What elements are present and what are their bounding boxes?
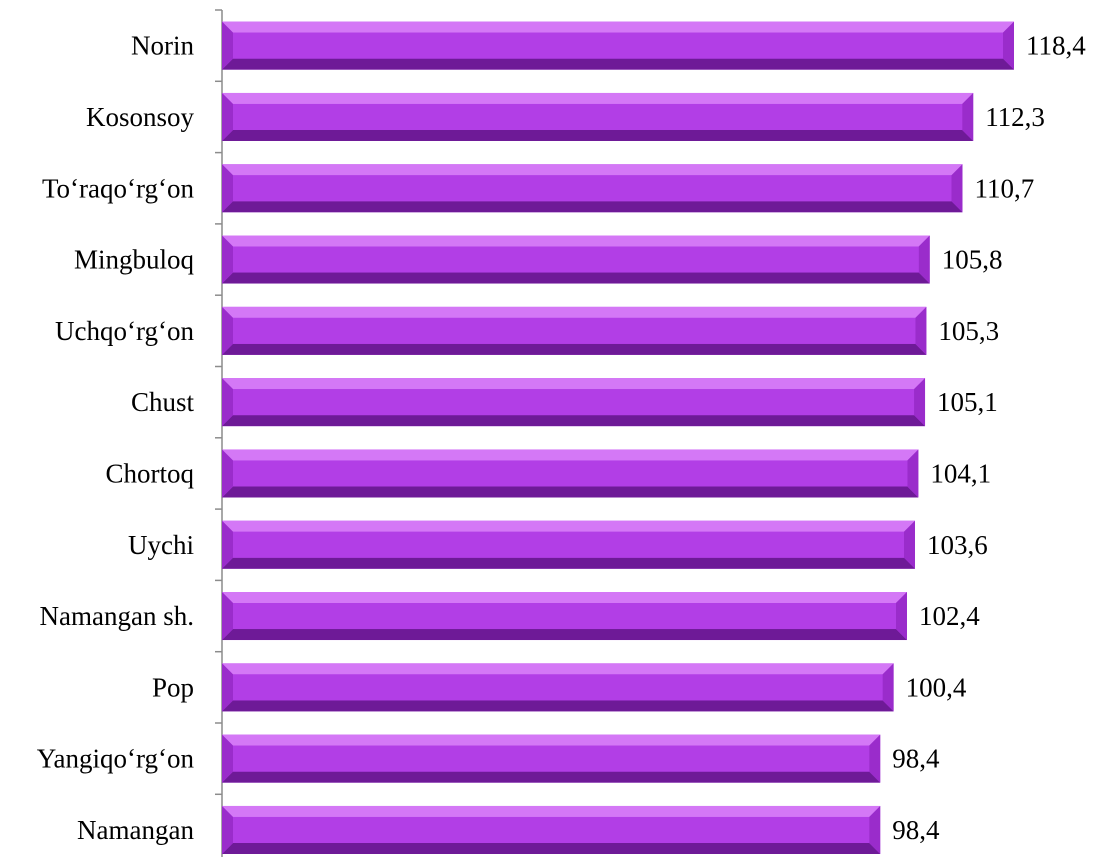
value-labels: 118,4 112,3 110,7 105,8 105,3 105,1 104,1 103,6… [892, 31, 1086, 845]
category-label: To‘raqo‘rg‘on [42, 173, 195, 203]
category-label: Kosonsoy [86, 102, 195, 132]
value-label: 112,3 [985, 102, 1045, 132]
value-label: 110,7 [974, 173, 1034, 203]
category-label: Yangiqo‘rg‘on [37, 744, 195, 774]
value-label: 100,4 [906, 672, 967, 702]
bar [222, 306, 927, 355]
category-label: Norin [131, 31, 194, 61]
category-label: Uychi [128, 530, 194, 560]
value-label: 103,6 [927, 530, 988, 560]
bars [222, 21, 1014, 854]
bar [222, 92, 974, 141]
value-label: 104,1 [930, 458, 991, 488]
category-label: Namangan sh. [40, 601, 194, 631]
value-label: 98,4 [892, 744, 940, 774]
y-axis [215, 9, 223, 857]
bar [222, 805, 881, 854]
bar [222, 21, 1014, 70]
category-label: Mingbuloq [74, 245, 195, 275]
value-label: 105,3 [938, 316, 999, 346]
category-label: Uchqo‘rg‘on [55, 316, 194, 346]
bar [222, 378, 926, 427]
bar [222, 592, 907, 641]
value-label: 102,4 [919, 601, 980, 631]
bar [222, 235, 930, 284]
bar [222, 164, 963, 213]
value-label: 98,4 [892, 815, 940, 845]
bar [222, 449, 919, 498]
bar [222, 520, 915, 569]
category-label: Namangan [77, 815, 194, 845]
bar [222, 663, 894, 712]
value-label: 105,1 [937, 387, 998, 417]
category-label: Pop [152, 672, 194, 702]
category-label: Chortoq [105, 458, 194, 488]
value-label: 105,8 [942, 245, 1003, 275]
bar [222, 734, 881, 783]
category-label: Chust [131, 387, 195, 417]
category-labels: Norin Kosonsoy To‘raqo‘rg‘on Mingbuloq Uchqo… [37, 31, 195, 845]
value-label: 118,4 [1026, 31, 1086, 61]
